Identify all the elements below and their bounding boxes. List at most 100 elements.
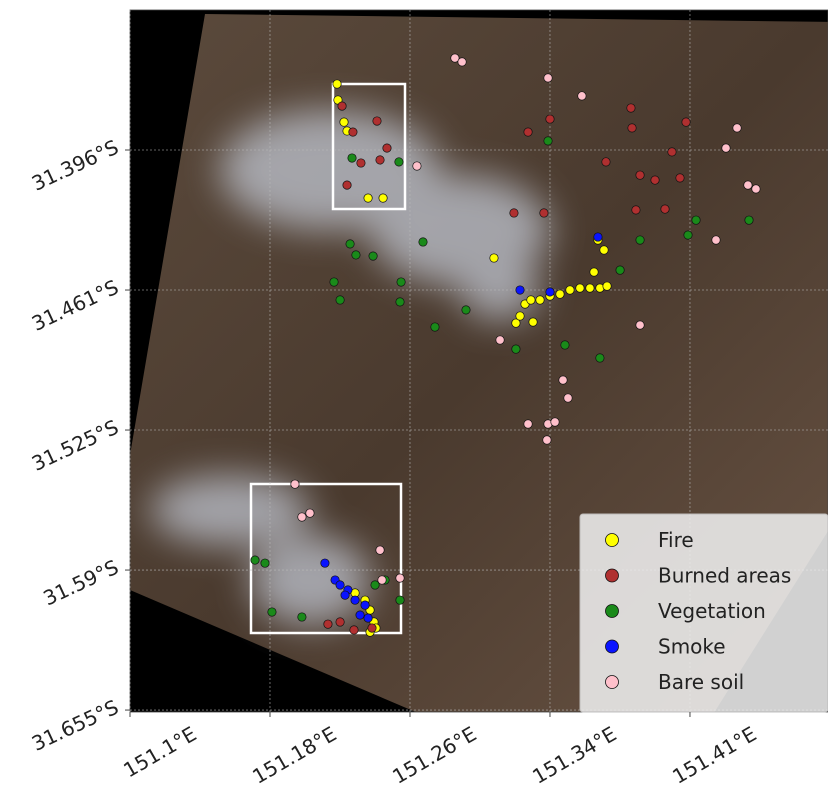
legend-label: Smoke — [658, 635, 726, 659]
point — [357, 159, 365, 167]
point — [291, 480, 299, 488]
point — [516, 312, 524, 320]
point — [376, 546, 384, 554]
y-tick-label: 31.655°S — [28, 695, 122, 756]
point — [682, 118, 690, 126]
point — [330, 278, 338, 286]
point — [602, 158, 610, 166]
point — [510, 209, 518, 217]
point — [546, 288, 554, 296]
point — [396, 298, 404, 306]
point — [722, 144, 730, 152]
point — [346, 240, 354, 248]
point — [616, 266, 624, 274]
point — [333, 80, 341, 88]
point — [306, 509, 314, 517]
point — [340, 118, 348, 126]
point — [559, 376, 567, 384]
legend-marker — [606, 534, 619, 547]
point — [369, 252, 377, 260]
point — [261, 559, 269, 567]
point — [561, 341, 569, 349]
legend-marker — [606, 569, 619, 582]
point — [336, 581, 344, 589]
point — [684, 231, 692, 239]
point — [627, 104, 635, 112]
point — [636, 321, 644, 329]
x-tick-label: 151.34°E — [528, 722, 620, 789]
point — [603, 282, 611, 290]
legend-marker — [606, 676, 619, 689]
point — [383, 144, 391, 152]
point — [396, 574, 404, 582]
point — [298, 613, 306, 621]
y-tick-label: 31.396°S — [28, 135, 122, 196]
point — [596, 354, 604, 362]
point — [600, 246, 608, 254]
legend-marker — [606, 640, 619, 653]
point — [543, 436, 551, 444]
point — [348, 154, 356, 162]
point — [368, 624, 376, 632]
y-tick-label: 31.461°S — [28, 275, 122, 336]
point — [745, 216, 753, 224]
x-tick-label: 151.41°E — [668, 722, 760, 789]
point — [364, 614, 372, 622]
point — [458, 58, 466, 66]
point — [576, 284, 584, 292]
y-tick-label: 31.59°S — [40, 555, 123, 611]
point — [298, 513, 306, 521]
point — [636, 236, 644, 244]
legend-label: Bare soil — [658, 670, 744, 694]
y-tick-label: 31.525°S — [28, 415, 122, 476]
point — [379, 194, 387, 202]
point — [578, 92, 586, 100]
point — [413, 162, 421, 170]
point — [364, 194, 372, 202]
point — [351, 596, 359, 604]
point — [551, 418, 559, 426]
point — [733, 124, 741, 132]
point — [350, 626, 358, 634]
point — [564, 394, 572, 402]
point — [556, 290, 564, 298]
point — [343, 181, 351, 189]
point — [349, 128, 357, 136]
point — [527, 296, 535, 304]
point — [524, 128, 532, 136]
legend-label: Fire — [658, 528, 694, 552]
legend-marker — [606, 605, 619, 618]
point — [361, 601, 369, 609]
point — [397, 278, 405, 286]
point — [590, 268, 598, 276]
point — [546, 115, 554, 123]
point — [395, 158, 403, 166]
point — [376, 156, 384, 164]
point — [524, 420, 532, 428]
point — [490, 254, 498, 262]
point — [338, 102, 346, 110]
point — [431, 323, 439, 331]
point — [341, 591, 349, 599]
point — [324, 620, 332, 628]
point — [586, 284, 594, 292]
point — [321, 559, 329, 567]
point — [692, 216, 700, 224]
point — [336, 618, 344, 626]
point — [566, 286, 574, 294]
point — [419, 238, 427, 246]
point — [540, 209, 548, 217]
legend-label: Burned areas — [658, 564, 791, 588]
point — [356, 611, 364, 619]
point — [544, 137, 552, 145]
point — [661, 205, 669, 213]
legend: FireBurned areasVegetationSmokeBare soil — [580, 514, 828, 712]
point — [373, 117, 381, 125]
point — [336, 296, 344, 304]
point — [378, 576, 386, 584]
point — [352, 251, 360, 259]
point — [268, 608, 276, 616]
point — [752, 185, 760, 193]
point — [529, 318, 537, 326]
x-tick-label: 151.1°E — [119, 722, 200, 783]
